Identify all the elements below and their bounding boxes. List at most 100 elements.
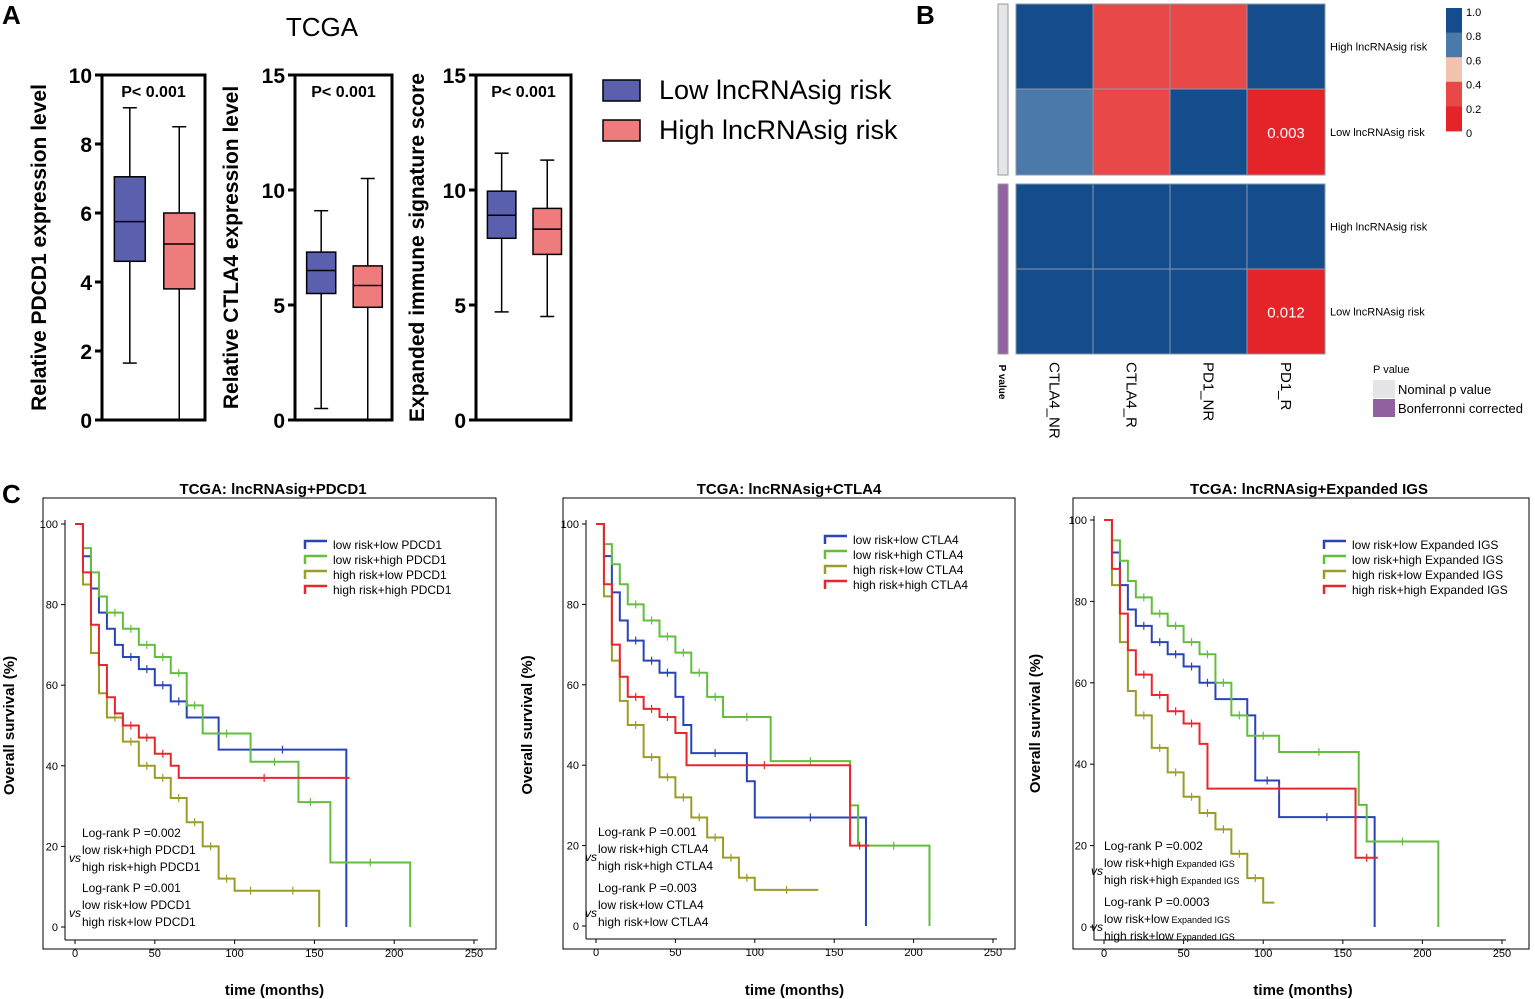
panel-label-a: A: [2, 0, 21, 30]
chart-title: TCGA: lncRNAsig+CTLA4: [697, 481, 882, 498]
y-tick-label: 80: [1075, 596, 1087, 608]
y-tick-label: 100: [40, 519, 58, 531]
logrank-p-value: Log-rank P =0.002: [82, 826, 181, 840]
legend-line: [1322, 554, 1346, 564]
legend-label-bonferroni: Bonferronni corrected: [1398, 401, 1523, 416]
heatmap-cell: [1169, 268, 1248, 355]
survival-curve-4: [1104, 519, 1378, 859]
legend-label: high risk+low PDCD1: [333, 568, 447, 582]
y-tick-label: 6: [80, 203, 92, 226]
legend-line: [823, 564, 847, 574]
legend-swatch-nominal: [1373, 380, 1395, 398]
heatmap-cell: [1015, 88, 1094, 176]
heatmap-cell: [1015, 3, 1094, 90]
x-axis-label: time (months): [225, 982, 324, 999]
x-tick-label: 50: [669, 947, 681, 959]
km-plot-1: TCGA: lncRNAsig+PDCD1 0 50 100 150 200 250 0 20 4…: [1, 481, 497, 999]
y-tick-label: 0: [80, 410, 92, 433]
x-tick-label: 250: [1493, 948, 1511, 960]
y-tick-label: 5: [454, 295, 466, 318]
survival-curve-1: [1104, 519, 1376, 927]
row-label: High lncRNAsig risk: [1330, 222, 1428, 234]
plot-frame: [293, 73, 394, 422]
y-axis-label: Overall survival (%): [1, 656, 18, 795]
legend-line: [303, 554, 327, 564]
box-high: [163, 212, 196, 290]
legend-line: [303, 539, 327, 549]
legend-swatch-high: [602, 119, 641, 142]
heatmap-cell: [1246, 183, 1326, 270]
x-tick-label: 50: [1177, 948, 1189, 960]
color-scale-tick: 0.8: [1466, 31, 1481, 43]
y-axis-label: Relative CTLA4 expression level: [220, 86, 243, 409]
y-tick-label: 2: [80, 341, 92, 364]
y-tick-label: 80: [567, 599, 579, 611]
comparison-group-1: low risk+high CTLA4: [598, 842, 709, 856]
heatmap-cell: [1169, 3, 1248, 90]
x-tick-label: 150: [1334, 948, 1352, 960]
y-tick-label: 0: [273, 410, 285, 433]
legend-label: low risk+high PDCD1: [333, 553, 447, 567]
panel-a: A TCGA 0 2 4 6 8 10 P< 0.001 Relative PDCD1 expre…: [2, 0, 898, 433]
cell-value-label: 0.003: [1267, 125, 1305, 142]
x-tick-label: 100: [225, 948, 243, 960]
legend-label: low risk+low PDCD1: [333, 538, 442, 552]
chart-title: TCGA: lncRNAsig+PDCD1: [179, 481, 366, 498]
box-high: [352, 265, 384, 309]
legend-swatch-low: [602, 79, 641, 102]
p-value-label: P< 0.001: [491, 84, 556, 101]
y-tick-label: 20: [1075, 841, 1087, 853]
heatmap-cell: [1169, 183, 1248, 270]
y-tick-label: 15: [262, 65, 286, 88]
y-tick-label: 10: [443, 180, 466, 203]
legend-line: [1322, 569, 1346, 579]
legend-label-nominal: Nominal p value: [1398, 382, 1491, 397]
y-tick-label: 8: [80, 134, 92, 157]
x-tick-label: 0: [593, 947, 599, 959]
y-tick-label: 100: [1069, 515, 1087, 527]
logrank-p-value: Log-rank P =0.002: [1104, 839, 1203, 853]
color-scale-tick: 0.2: [1466, 104, 1481, 116]
y-tick-label: 15: [443, 65, 467, 88]
vs-label: vs: [69, 851, 81, 865]
x-tick-label: 0: [1101, 948, 1107, 960]
survival-curve-4: [75, 523, 350, 779]
heatmap-cell: [1092, 183, 1171, 270]
panel-a-title: TCGA: [286, 12, 359, 42]
legend-label: low risk+high Expanded IGS: [1352, 553, 1503, 567]
column-label: PD1_NR: [1200, 362, 1217, 421]
comparison-group-1: low risk+high PDCD1: [82, 843, 196, 857]
legend-label: low risk+low CTLA4: [853, 533, 959, 547]
y-tick-label: 40: [46, 761, 58, 773]
legend-label: low risk+low Expanded IGS: [1352, 538, 1498, 552]
x-axis-label: time (months): [745, 982, 844, 999]
legend-label: low risk+high CTLA4: [853, 548, 964, 562]
legend-line: [303, 569, 327, 579]
color-scale-tick: 0.6: [1466, 55, 1481, 67]
panel-label-c: C: [2, 479, 21, 509]
legend-title: P value: [1373, 364, 1410, 376]
vs-label: vs: [1091, 920, 1103, 934]
color-scale-segment: [1446, 57, 1462, 83]
heatmap-cell: [1092, 268, 1171, 355]
y-tick-label: 100: [561, 519, 579, 531]
color-scale-tick: 0: [1466, 128, 1472, 140]
legend-label: high risk+low CTLA4: [853, 563, 964, 577]
box-low: [305, 251, 337, 295]
color-scale-tick: 0.4: [1466, 80, 1481, 92]
x-tick-label: 200: [904, 947, 922, 959]
x-tick-label: 250: [984, 947, 1002, 959]
column-label: PD1_R: [1277, 362, 1294, 411]
p-value-label: P< 0.001: [121, 84, 186, 101]
plot-frame: [1072, 497, 1530, 950]
x-tick-label: 200: [385, 948, 403, 960]
y-tick-label: 0: [52, 922, 58, 934]
boxplot-2: 0 5 10 15 P< 0.001 Relative CTLA4 expression …: [220, 65, 394, 433]
legend-line: [823, 579, 847, 589]
x-tick-label: 150: [825, 947, 843, 959]
heatmap-cell: [1092, 88, 1171, 176]
legend-label: high risk+low Expanded IGS: [1352, 568, 1503, 582]
vs-label: vs: [69, 906, 81, 920]
